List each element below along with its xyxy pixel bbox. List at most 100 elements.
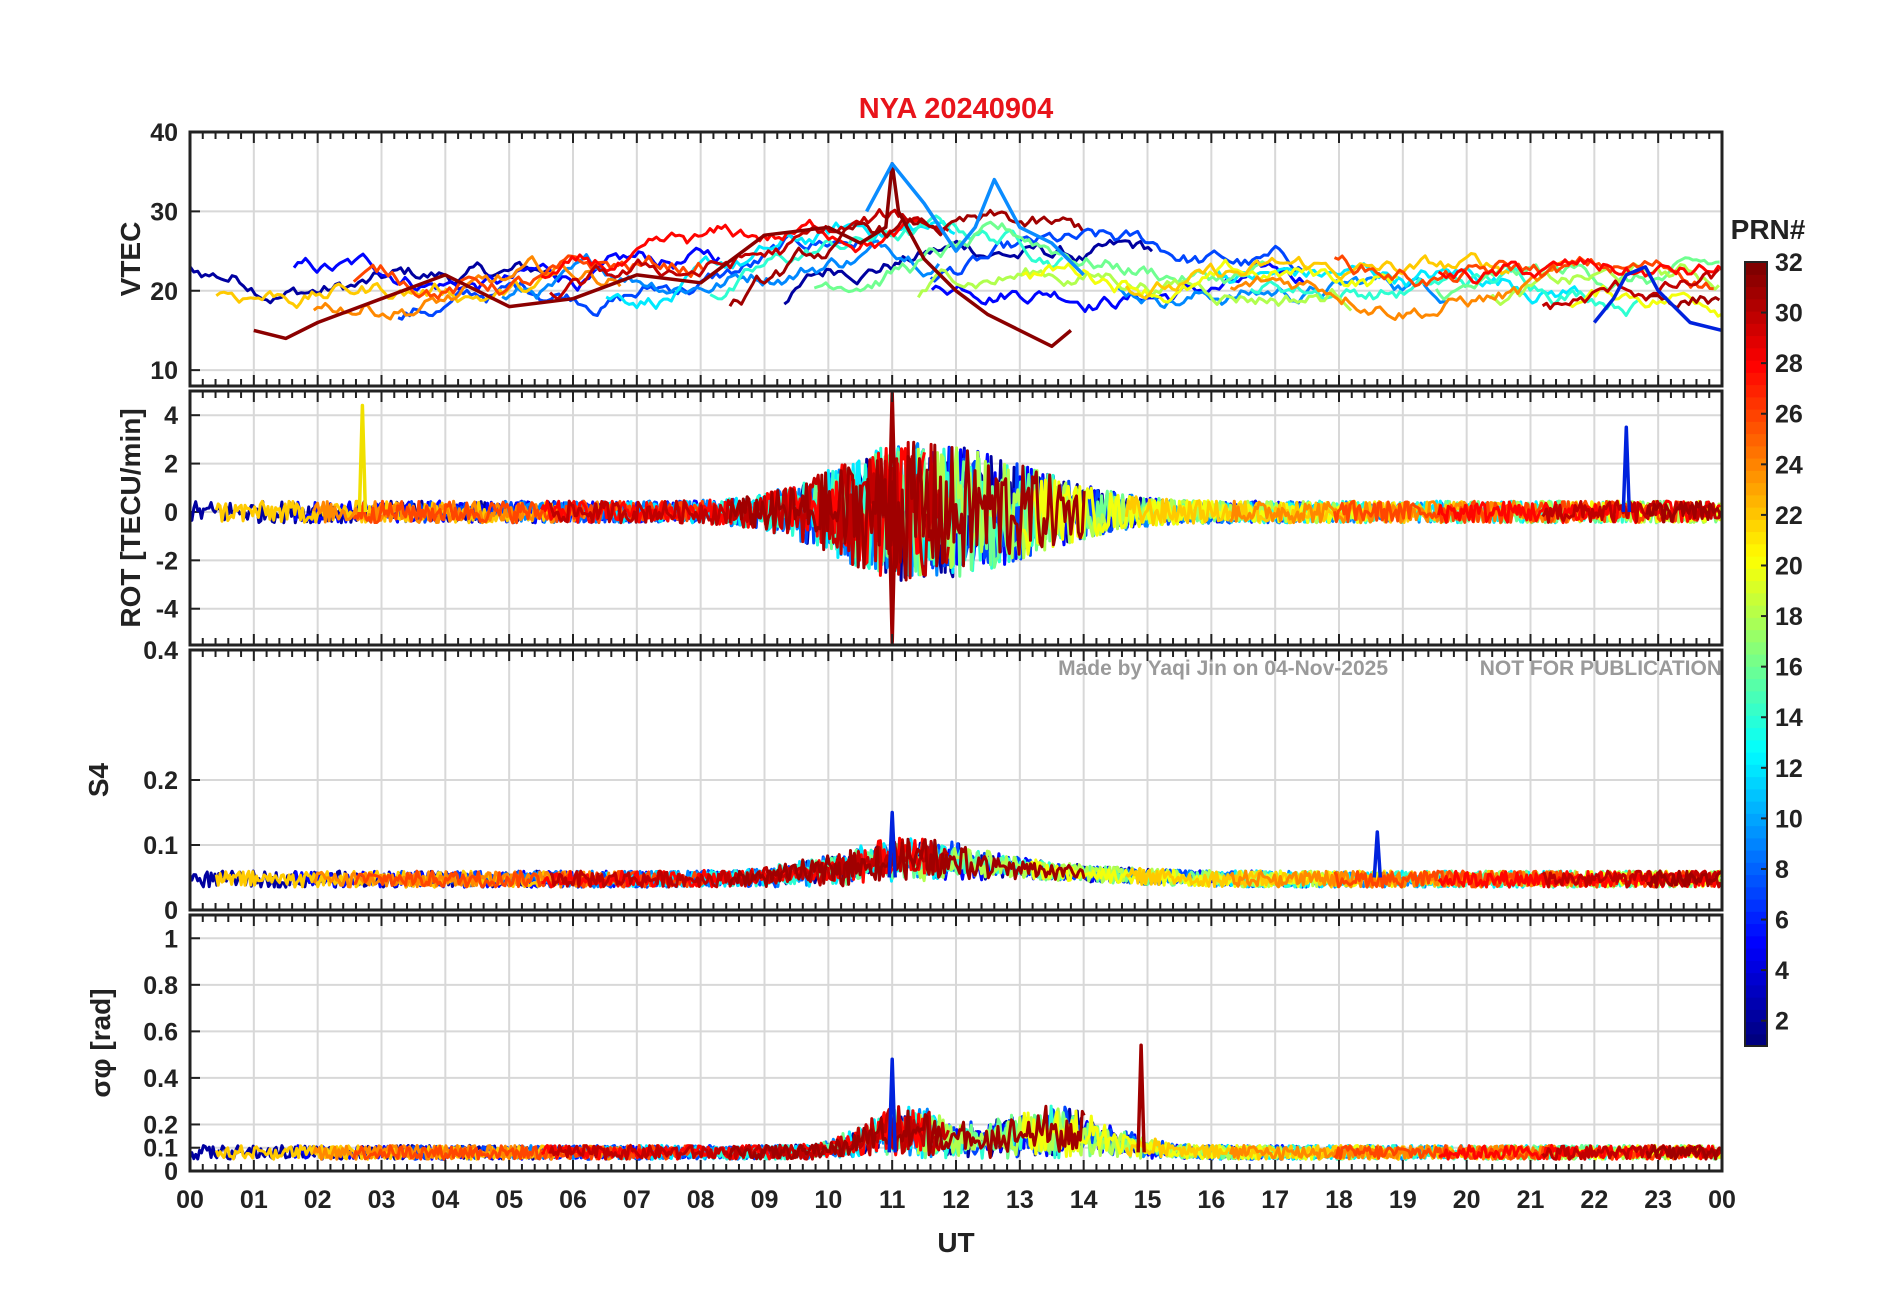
colorbar-swatch [1745,445,1767,459]
x-tick-label: 17 [1261,1186,1289,1214]
sigma_phi-peak [887,1057,897,1153]
colorbar-swatch [1745,703,1767,716]
vtec-y-axis-label: VTEC [115,222,146,297]
colorbar-label: PRN# [1731,214,1806,245]
vtec-series-prn-22 [1125,252,1511,300]
colorbar-swatch [1745,323,1767,337]
vtec-series-prn-14 [709,214,1064,301]
colorbar-tick-label: 26 [1775,401,1803,429]
colorbar-swatch [1745,715,1767,729]
x-axis-ticks: 00 01 02 03 04 05 06 07 08 09 10 11 12 13 14 15 16 17 18 19… [176,1186,1736,1214]
s4-panel: 0 0.1 0.2 0.4 S4 [83,637,1724,925]
s4-y-tick-label: 0 [164,897,178,925]
sigma_phi-peak [1136,1043,1146,1153]
colorbar-swatch [1745,1009,1767,1023]
colorbar-frame [1744,261,1768,1047]
rot-y-axis-label: ROT [TECU/min] [115,408,146,627]
sigma_phi-series-prn-31 [1645,1144,1722,1161]
colorbar-swatch [1745,298,1767,312]
colorbar-swatch [1745,997,1767,1010]
colorbar-swatch [1745,421,1767,435]
sigma_phi-y-tick-label: 0.6 [143,1018,178,1046]
vtec-series-prn-16 [1434,256,1720,301]
vtec-series-prn-30 [1541,268,1720,311]
x-tick-label: 09 [751,1186,779,1214]
sigma_phi-y-axis-label: σφ [rad] [85,988,116,1097]
vtec-y-tick-label: 40 [150,119,178,147]
vtec-series-prn-7 [929,227,1308,283]
colorbar-swatch [1745,690,1767,704]
colorbar-swatch [1745,837,1767,851]
sigma_phi-series-prn-31 [728,1104,1086,1161]
sigma_phi-y-tick-label: 0.1 [143,1135,178,1163]
colorbar-swatch [1745,470,1767,484]
rot-y-tick-label: 0 [164,499,178,527]
x-tick-label: 15 [1134,1186,1162,1214]
colorbar-swatch [1745,543,1767,557]
watermark-notice: NOT FOR PUBLICATION [1480,657,1722,680]
x-tick-label: 10 [814,1186,842,1214]
s4-series-prn-31 [728,837,1086,888]
colorbar-swatch [1745,384,1767,398]
colorbar-swatch [1745,874,1767,888]
x-tick-label: 08 [687,1186,715,1214]
colorbar-swatch [1745,286,1767,300]
chart-title: NYA 20240904 [859,93,1054,125]
rot-y-tick-label: -2 [156,547,178,575]
colorbar-swatch [1745,911,1767,925]
x-tick-label: 18 [1325,1186,1353,1214]
s4-peak [887,810,897,878]
sigma_phi-y-tick-label: 0 [164,1158,178,1186]
x-tick-label: 13 [1006,1186,1034,1214]
colorbar-swatch [1745,960,1767,974]
vtec-highlight-series [865,162,1085,277]
x-tick-label: 22 [1580,1186,1608,1214]
s4-y-tick-label: 0.2 [143,767,178,795]
vtec-series-prn-24 [1229,259,1577,321]
x-tick-label: 02 [304,1186,332,1214]
vtec-series-prn-26 [1333,254,1714,291]
colorbar-swatch [1745,274,1767,288]
colorbar-swatch [1745,727,1767,741]
sigma_phi-y-tick-label: 0.2 [143,1111,178,1139]
colorbar-swatch [1745,850,1767,863]
x-tick-label: 06 [559,1186,587,1214]
colorbar-tick-label: 28 [1775,350,1803,378]
colorbar-tick-label: 12 [1775,755,1803,783]
x-tick-label: 12 [942,1186,970,1214]
colorbar-swatch [1745,948,1767,961]
sigma_phi-series-group [190,1043,1722,1161]
colorbar-swatch [1745,519,1767,533]
colorbar-swatch [1745,360,1767,373]
colorbar-tick-label: 8 [1775,856,1789,884]
x-tick-label: 11 [879,1186,906,1214]
colorbar-tick-label: 14 [1775,704,1803,732]
s4-y-tick-label: 0.1 [143,832,178,860]
colorbar-swatch [1745,592,1767,606]
sigma_phi-y-tick-label: 1 [164,925,178,953]
colorbar-tick-label: 4 [1775,957,1789,985]
colorbar-tick-label: 16 [1775,654,1803,682]
vtec-series-prn-7 [397,233,859,321]
colorbar-swatch [1745,788,1767,802]
colorbar-swatch [1745,1033,1767,1047]
colorbar-swatch [1745,654,1767,667]
vtec-series-prn-31 [1645,294,1721,310]
vtec-highlight-series [1592,265,1722,333]
rot-series-prn-30 [1541,499,1722,524]
rot-peak [357,403,368,513]
vtec-series-prn-30 [549,208,950,301]
rot-series-prn-31 [728,440,1086,582]
x-tick-label: 16 [1197,1186,1225,1214]
vtec-y-tick-label: 10 [150,357,178,385]
rot-peak [1621,425,1632,513]
colorbar-swatch [1745,494,1767,508]
x-tick-label: 00 [1708,1186,1736,1214]
colorbar-swatch [1745,433,1767,447]
vtec-highlight-series [253,162,1073,349]
sigma_phi-y-tick-label: 0.8 [143,972,178,1000]
vtec-series-prn-2 [190,260,559,305]
x-tick-label: 05 [495,1186,523,1214]
rot-panel: -4 -2 0 2 4 ROT [TECU/min] [115,389,1724,647]
